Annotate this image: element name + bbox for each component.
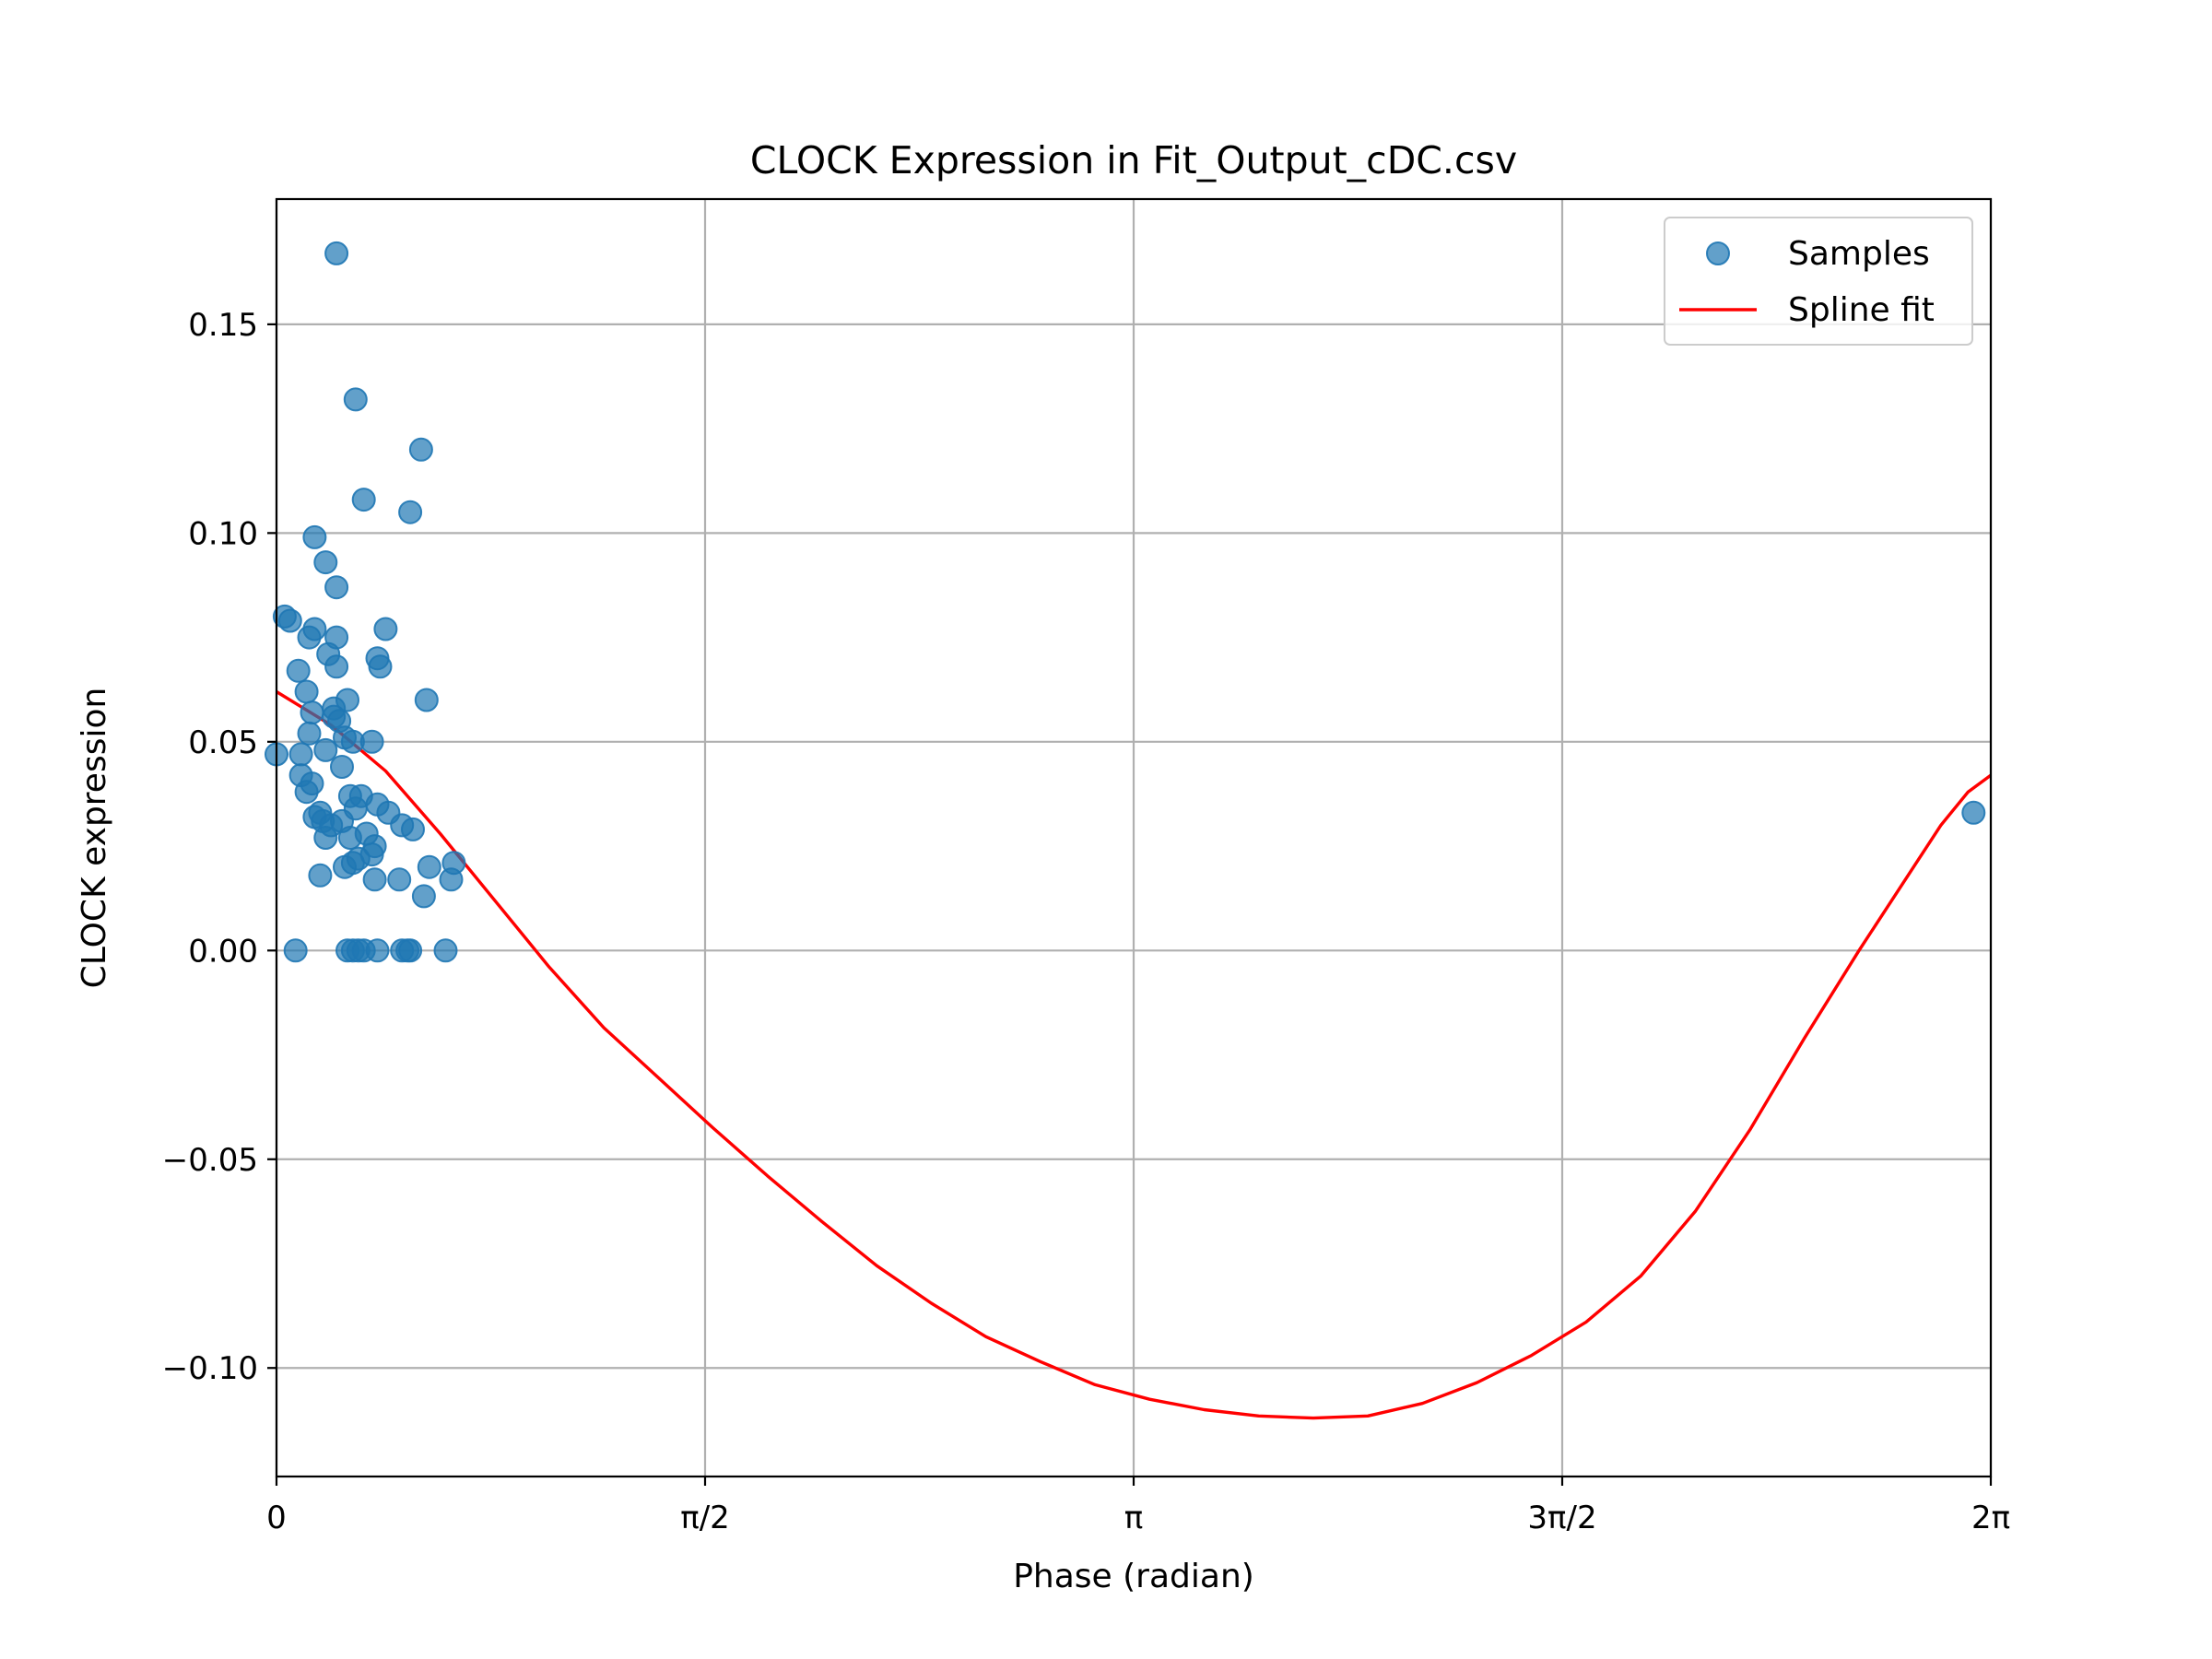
- sample-point: [300, 700, 324, 725]
- sample-point: [441, 851, 466, 876]
- sample-point: [343, 387, 368, 412]
- sample-point: [324, 654, 349, 679]
- sample-point: [362, 834, 387, 859]
- sample-point: [401, 817, 425, 841]
- x-tick-label: 3π/2: [1527, 1500, 1596, 1536]
- legend-label-spline-fit: Spline fit: [1788, 291, 1935, 329]
- grid: [275, 199, 1993, 1477]
- sample-point: [362, 867, 387, 892]
- sample-point: [308, 863, 333, 888]
- x-tick-label: π/2: [680, 1500, 730, 1536]
- sample-point: [294, 679, 319, 704]
- chart-title: CLOCK Expression in Fit_Output_cDC.csv: [750, 138, 1517, 182]
- sample-point: [313, 737, 338, 762]
- x-axis-label: Phase (radian): [1013, 1558, 1254, 1595]
- y-tick-label: 0.15: [188, 307, 258, 344]
- sample-point: [302, 524, 327, 549]
- samples-layer: [265, 241, 1986, 963]
- sample-point: [283, 938, 308, 963]
- sample-point: [335, 688, 359, 712]
- sample-point: [277, 608, 302, 633]
- sample-point: [398, 500, 423, 524]
- sample-point: [324, 625, 349, 650]
- sample-point: [288, 742, 313, 767]
- sample-point: [373, 617, 398, 641]
- sample-point: [368, 654, 393, 679]
- y-axis-label: CLOCK expression: [76, 688, 113, 989]
- sample-point: [1961, 800, 1986, 825]
- sample-point: [302, 617, 327, 641]
- sample-point: [387, 867, 412, 892]
- sample-point: [359, 729, 384, 754]
- sample-point: [433, 938, 458, 963]
- spline-fit-layer: [276, 690, 1993, 1420]
- y-tick-label: 0.05: [188, 724, 258, 761]
- y-tick-label: −0.05: [162, 1142, 258, 1179]
- sample-point: [324, 241, 349, 265]
- sample-point: [313, 550, 338, 575]
- sample-point: [300, 771, 324, 796]
- y-tick-label: 0.10: [188, 515, 258, 552]
- legend-label-samples: Samples: [1788, 235, 1930, 273]
- sample-point: [351, 488, 376, 512]
- legend: Samples Spline fit: [1664, 217, 1973, 346]
- x-tick-label: 2π: [1971, 1500, 2010, 1536]
- legend-box: [1664, 217, 1973, 346]
- sample-point: [398, 938, 423, 963]
- sample-point: [411, 884, 436, 909]
- axis-ticks: 0 π/2 π 3π/2 2π 0.15 0.10 0.05 0.00 −0.05 −0.10: [162, 307, 2010, 1536]
- sample-point: [297, 721, 322, 746]
- sample-point: [286, 658, 311, 683]
- y-tick-label: 0.00: [188, 933, 258, 970]
- x-tick-label: π: [1124, 1500, 1143, 1536]
- sample-point: [414, 688, 439, 712]
- spline-fit-line: [276, 690, 1993, 1420]
- sample-point: [365, 938, 390, 963]
- sample-point: [417, 854, 441, 879]
- sample-point: [408, 437, 433, 462]
- sample-point: [330, 755, 354, 779]
- sample-point: [324, 575, 349, 600]
- y-tick-label: −0.10: [162, 1350, 258, 1387]
- legend-marker-samples: [1706, 241, 1730, 265]
- x-tick-label: 0: [266, 1500, 287, 1536]
